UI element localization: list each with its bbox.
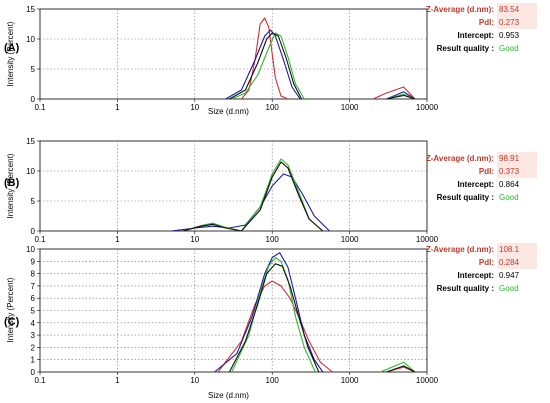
x-axis-label: Size (d.nm) (208, 391, 249, 400)
intercept-value: 0.953 (499, 31, 520, 40)
z-average-value: 83.54 (497, 3, 537, 16)
x-tick-label: 100 (266, 235, 280, 244)
panel-label-a: (A) (4, 42, 20, 54)
series-line-2 (171, 173, 330, 232)
result-quality-value: Good (499, 193, 519, 202)
pdi-value: 0.373 (497, 165, 537, 178)
x-tick-label: 10 (190, 235, 199, 244)
x-tick-label: 1 (115, 376, 120, 385)
series-line-4 (182, 161, 324, 232)
x-tick-label: 1 (115, 235, 120, 244)
result-quality-value: Good (499, 284, 519, 293)
panel-label-c: (C) (4, 316, 20, 328)
x-tick-label: 1000 (341, 376, 359, 385)
y-tick-label: 2 (31, 343, 36, 352)
y-tick-label: 9 (31, 257, 36, 266)
plot-area (39, 140, 428, 232)
y-tick-label: 10 (26, 245, 35, 254)
plot-area (39, 8, 428, 100)
x-tick-label: 10000 (416, 235, 439, 244)
z-average-label: Z-Average (d.nm): (425, 154, 494, 163)
z-average-label: Z-Average (d.nm): (425, 245, 494, 254)
y-tick-label: 0 (31, 368, 36, 377)
y-tick-label: 7 (31, 282, 36, 291)
pdi-value: 0.273 (497, 16, 537, 29)
intercept-value: 0.864 (499, 180, 520, 189)
pdi-value: 0.284 (497, 256, 537, 269)
z-average-label: Z-Average (d.nm): (425, 5, 494, 14)
y-tick-label: 10 (26, 35, 35, 44)
x-axis-label: Size (d.nm) (208, 107, 249, 116)
x-tick-label: 10 (190, 103, 199, 112)
pdi-label: PdI: (478, 18, 494, 27)
y-axis-label: Intensity (Percent) (6, 21, 15, 86)
result-quality-label: Result quality : (436, 44, 494, 53)
x-tick-label: 1000 (341, 235, 359, 244)
y-tick-label: 1 (31, 356, 36, 365)
y-tick-label: 0 (31, 227, 36, 236)
y-tick-label: 8 (31, 270, 36, 279)
y-tick-label: 15 (26, 5, 35, 14)
info-box-c: Z-Average (d.nm): 108.1 PdI: 0.284 Interce… (405, 243, 537, 295)
y-axis-label: Intensity (Percent) (6, 153, 15, 218)
intercept-label: Intercept: (457, 271, 494, 280)
y-tick-label: 10 (26, 167, 35, 176)
x-tick-label: 10000 (416, 103, 439, 112)
pdi-label: PdI: (478, 167, 494, 176)
z-average-value: 108.1 (497, 243, 537, 256)
series-line-2 (214, 252, 324, 373)
z-average-value: 98.91 (497, 152, 537, 165)
x-tick-label: 100 (266, 376, 280, 385)
result-quality-label: Result quality : (436, 193, 494, 202)
series-line-2 (225, 29, 416, 100)
y-tick-label: 6 (31, 294, 36, 303)
panel-label-b: (B) (4, 177, 20, 189)
result-quality-value: Good (499, 44, 519, 53)
y-tick-label: 0 (31, 95, 36, 104)
series-line-4 (228, 263, 416, 373)
intercept-value: 0.947 (499, 271, 520, 280)
pdi-label: PdI: (478, 258, 494, 267)
y-axis-label: Intensity (Percent) (6, 277, 15, 342)
intercept-label: Intercept: (457, 180, 494, 189)
y-tick-label: 5 (31, 65, 36, 74)
x-tick-label: 100 (266, 103, 280, 112)
series-line-3 (182, 158, 324, 232)
y-tick-label: 5 (31, 307, 36, 316)
x-tick-label: 0.1 (34, 376, 46, 385)
x-tick-label: 0.1 (34, 235, 46, 244)
info-box-b: Z-Average (d.nm): 98.91 PdI: 0.373 Interce… (405, 152, 537, 204)
x-tick-label: 10 (190, 376, 199, 385)
intercept-label: Intercept: (457, 31, 494, 40)
y-tick-label: 3 (31, 331, 36, 340)
info-box-a: Z-Average (d.nm): 83.54 PdI: 0.273 Interce… (405, 3, 537, 55)
y-tick-label: 4 (31, 319, 36, 328)
result-quality-label: Result quality : (436, 284, 494, 293)
series-line-4 (229, 32, 416, 100)
x-tick-label: 10000 (416, 376, 439, 385)
y-tick-label: 15 (26, 137, 35, 146)
x-tick-label: 1000 (341, 103, 359, 112)
y-tick-label: 5 (31, 197, 36, 206)
x-tick-label: 1 (115, 103, 120, 112)
x-tick-label: 0.1 (34, 103, 46, 112)
